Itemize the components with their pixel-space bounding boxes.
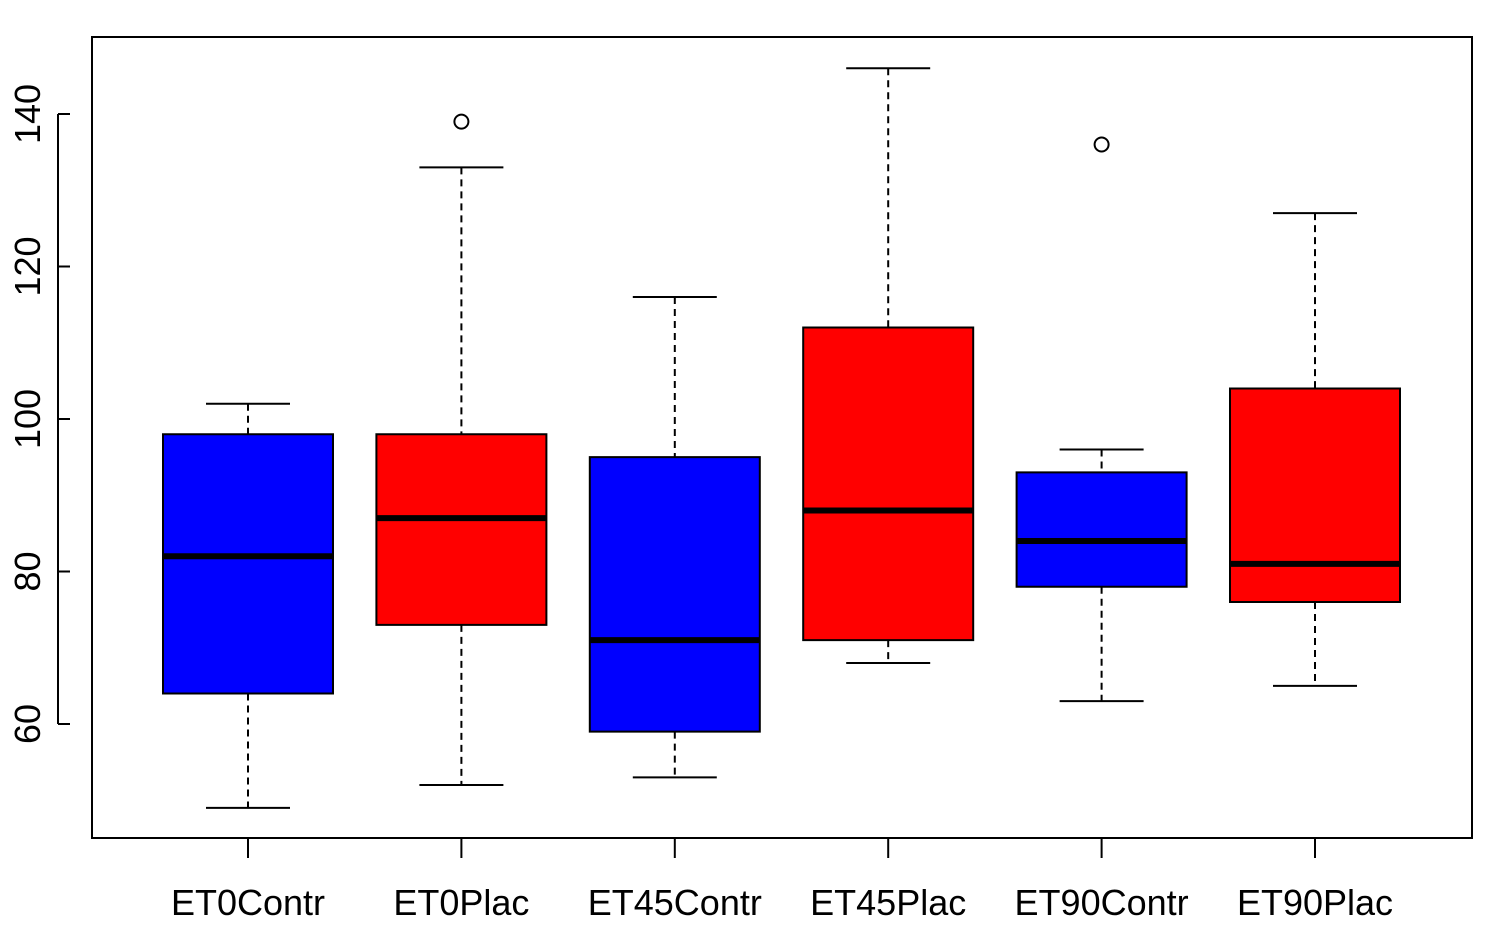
box-group-et0plac bbox=[375, 113, 548, 786]
iqr-box bbox=[1015, 471, 1188, 588]
iqr-box bbox=[375, 433, 548, 626]
plot-frame bbox=[91, 36, 1473, 839]
x-tick-label: ET0Contr bbox=[171, 882, 325, 923]
iqr-box bbox=[588, 456, 761, 733]
x-tick-label: ET45Plac bbox=[810, 882, 966, 923]
x-tick-label: ET0Plac bbox=[393, 882, 529, 923]
y-tick-label: 120 bbox=[7, 236, 48, 296]
y-axis: 60 80 100 120 140 bbox=[7, 84, 70, 744]
iqr-box bbox=[1229, 387, 1401, 603]
outlier-point bbox=[453, 113, 470, 130]
y-tick-label: 60 bbox=[7, 704, 48, 744]
box-group-et45plac bbox=[802, 67, 975, 664]
outlier-point bbox=[1093, 136, 1110, 153]
y-tick-label: 100 bbox=[7, 389, 48, 449]
x-tick-label: ET90Contr bbox=[1015, 882, 1189, 923]
box-group-et90contr bbox=[1015, 136, 1188, 703]
y-tick-label: 140 bbox=[7, 84, 48, 144]
iqr-box bbox=[162, 433, 334, 695]
x-tick-label: ET90Plac bbox=[1237, 882, 1393, 923]
box-group-et0contr bbox=[162, 402, 334, 809]
x-tick-label: ET45Contr bbox=[588, 882, 762, 923]
box-group-et90plac bbox=[1229, 212, 1401, 687]
box-series bbox=[162, 67, 1401, 809]
iqr-box bbox=[802, 326, 975, 642]
y-tick-label: 80 bbox=[7, 551, 48, 591]
x-axis: ET0Contr ET0Plac ET45Contr ET45Plac ET90Cont… bbox=[171, 838, 1393, 923]
box-group-et45contr bbox=[588, 296, 761, 779]
